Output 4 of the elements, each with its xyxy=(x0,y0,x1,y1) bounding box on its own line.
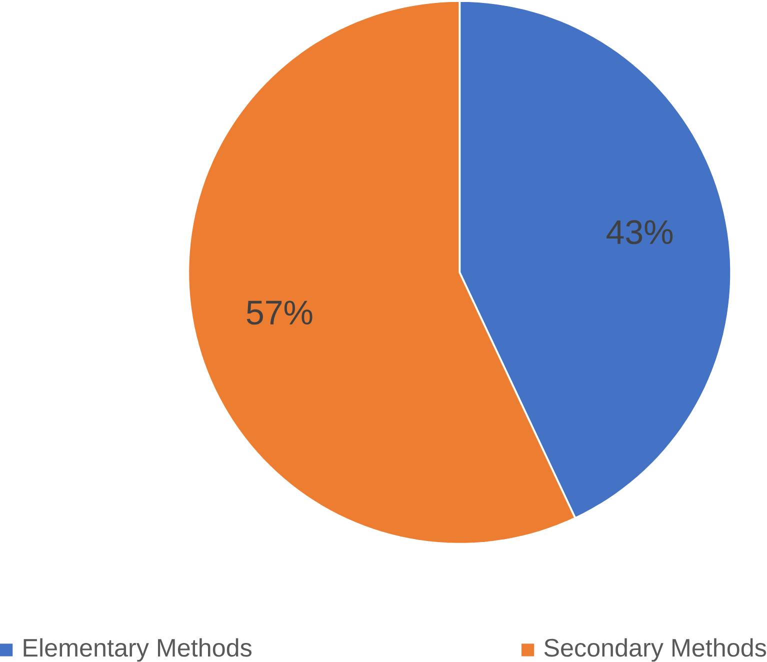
legend-label: Elementary Methods xyxy=(24,638,252,662)
data-label: 57% xyxy=(246,300,312,325)
legend-label: Secondary Methods xyxy=(544,638,766,662)
data-label: 43% xyxy=(606,220,673,244)
